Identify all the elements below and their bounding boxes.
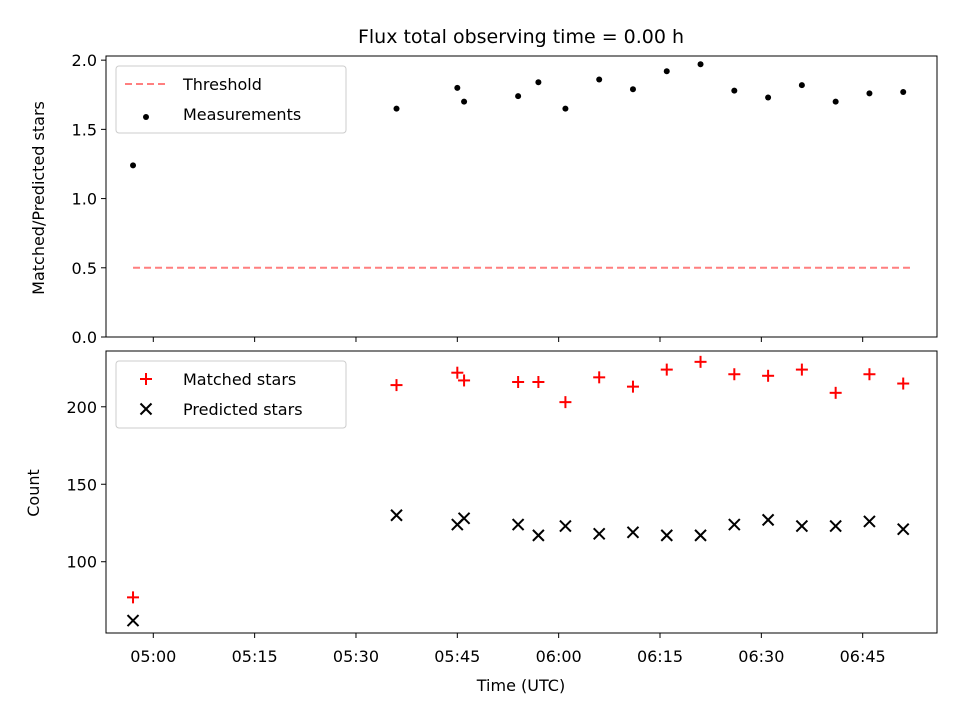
predicted-star-point xyxy=(532,529,545,542)
predicted-star-point xyxy=(728,518,741,531)
x-tick-label: 05:00 xyxy=(130,647,176,666)
top-panel: 0.0 0.5 1.0 1.5 2.0 Threshold Measurements xyxy=(72,51,938,347)
legend-predicted-swatch xyxy=(139,402,153,416)
x-tick-label: 05:15 xyxy=(232,647,278,666)
measurement-point xyxy=(515,93,522,100)
measurement-point xyxy=(562,105,569,112)
matched-star-point xyxy=(829,386,842,399)
matched-star-point xyxy=(660,363,673,376)
legend-measurement-swatch xyxy=(143,114,149,120)
bottom-panel: 05:00 05:15 05:30 05:45 06:00 06:15 06:30 06:45… xyxy=(66,350,938,666)
axes-frame xyxy=(105,55,938,338)
y-tick-label: 0.0 xyxy=(72,328,97,347)
matched-star-point xyxy=(863,368,876,381)
top-y-axis-label: Matched/Predicted stars xyxy=(29,101,48,295)
axes-frame xyxy=(105,350,938,634)
x-tick-label: 06:00 xyxy=(536,647,582,666)
y-tick-label: 0.5 xyxy=(72,259,97,278)
measurement-point xyxy=(454,84,461,91)
y-tick-label: 1.5 xyxy=(72,120,97,139)
measurement-point xyxy=(663,68,670,75)
predicted-star-point xyxy=(863,515,876,528)
measurement-point xyxy=(393,105,400,112)
predicted-star-point xyxy=(626,526,640,539)
chart-title: Flux total observing time = 0.00 h xyxy=(358,26,684,48)
measurement-point xyxy=(765,94,772,101)
measurement-point xyxy=(461,98,468,105)
x-tick-label: 05:30 xyxy=(333,647,379,666)
matched-star-point xyxy=(897,377,910,390)
matched-star-point xyxy=(127,591,140,604)
matched-star-point xyxy=(532,375,545,388)
matched-star-point xyxy=(390,379,403,392)
predicted-star-point xyxy=(897,522,910,536)
predicted-star-point xyxy=(694,529,707,542)
matched-star-point xyxy=(795,363,808,376)
legend-label: Matched stars xyxy=(183,370,296,389)
predicted-star-point xyxy=(829,519,842,533)
predicted-star-point xyxy=(511,518,525,531)
x-axis-label: Time (UTC) xyxy=(476,676,565,695)
x-tick-label: 06:15 xyxy=(637,647,683,666)
x-tick-label: 05:45 xyxy=(434,647,480,666)
predicted-star-point xyxy=(457,512,471,525)
legend-label: Predicted stars xyxy=(183,400,303,419)
matched-star-point xyxy=(728,368,741,381)
y-tick-label: 200 xyxy=(66,398,97,417)
measurement-point xyxy=(900,88,907,95)
matched-star-point xyxy=(512,375,525,388)
matched-star-point xyxy=(593,371,606,384)
legend-box xyxy=(115,65,347,134)
predicted-star-point xyxy=(592,527,606,541)
x-tick-label: 06:30 xyxy=(738,647,784,666)
measurement-point xyxy=(798,82,805,89)
y-tick-label: 100 xyxy=(66,553,97,572)
predicted-star-point xyxy=(660,529,673,542)
predicted-star-point xyxy=(761,513,775,527)
legend-label: Measurements xyxy=(183,105,301,124)
matched-star-point xyxy=(458,374,471,387)
measurement-point xyxy=(697,61,704,68)
legend-matched-swatch xyxy=(140,373,152,385)
y-tick-label: 2.0 xyxy=(72,51,97,70)
measurement-point xyxy=(130,162,137,169)
predicted-star-point xyxy=(126,614,140,627)
measurement-point xyxy=(629,86,636,93)
matched-star-point xyxy=(451,366,464,379)
y-tick-label: 1.0 xyxy=(72,190,97,209)
y-tick-label: 150 xyxy=(66,475,97,494)
matched-star-point xyxy=(559,396,572,409)
bottom-y-axis-label: Count xyxy=(24,469,43,517)
legend-label: Threshold xyxy=(182,75,262,94)
matched-star-point xyxy=(762,369,775,382)
measurement-point xyxy=(731,87,738,94)
predicted-star-point xyxy=(559,519,572,533)
matched-star-point xyxy=(626,380,639,393)
predicted-star-point xyxy=(795,519,809,533)
measurement-point xyxy=(535,79,542,86)
legend: Threshold Measurements xyxy=(115,65,347,134)
legend-box xyxy=(115,360,347,429)
measurement-point xyxy=(832,98,839,105)
x-tick-label: 06:45 xyxy=(840,647,886,666)
measurement-point xyxy=(596,76,603,83)
measurement-point xyxy=(866,90,873,97)
legend: Matched stars Predicted stars xyxy=(115,360,347,429)
matched-star-point xyxy=(694,355,707,368)
predicted-star-point xyxy=(390,509,403,522)
